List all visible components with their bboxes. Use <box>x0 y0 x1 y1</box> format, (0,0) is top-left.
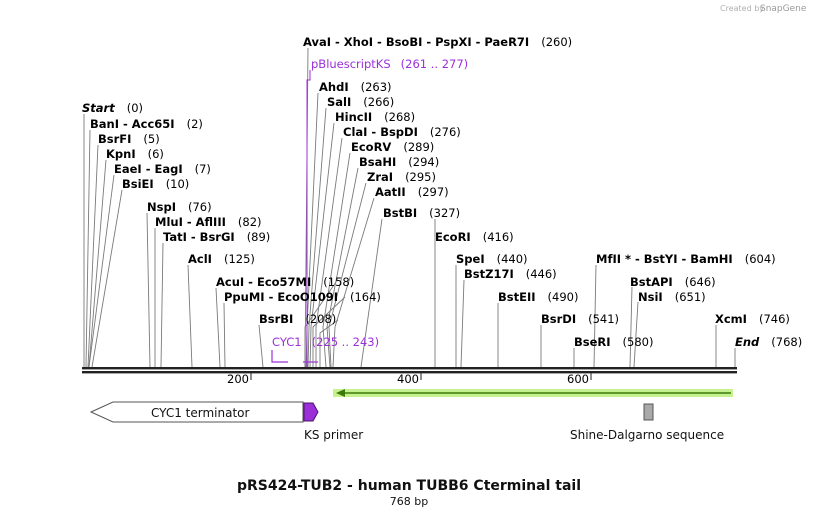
primer-brackets <box>271 70 318 367</box>
primer-labels: pBluescriptKS (261 .. 277) CYC1 (225 .. 24… <box>272 57 468 349</box>
enzyme-label[interactable]: XcmI (746) <box>715 312 790 326</box>
map-title: pRS424-TUB2 - human TUBB6 Cterminal tail <box>237 478 581 494</box>
leader-BsrBI <box>258 324 264 368</box>
cyc1-terminator-label: CYC1 terminator <box>151 406 250 420</box>
enzyme-label[interactable]: HincII (268) <box>335 110 415 124</box>
enzyme-label[interactable]: BsaHI (294) <box>359 155 439 169</box>
enzyme-labels: AvaI - XhoI - BsoBI - PspXI - PaeR7I (260… <box>82 35 802 349</box>
leader-BstAPI <box>629 286 633 368</box>
enzyme-label[interactable]: AvaI - XhoI - BsoBI - PspXI - PaeR7I (260… <box>303 35 572 49</box>
cyc1-terminator-arrow[interactable] <box>89 401 304 423</box>
enzyme-label[interactable]: BstZ17I (446) <box>464 267 557 281</box>
leader-BsrFI <box>87 144 99 368</box>
backbone-strand-bottom <box>82 371 737 374</box>
enzyme-label[interactable]: KpnI (6) <box>106 147 164 161</box>
primer-label-CYC1[interactable]: CYC1 (225 .. 243) <box>272 335 379 349</box>
enzyme-label[interactable]: SpeI (440) <box>456 252 528 266</box>
leader-EcoRV <box>322 152 351 368</box>
leader-BstBI <box>360 218 383 368</box>
enzyme-label[interactable]: BstAPI (646) <box>630 275 716 289</box>
orf-arrowhead <box>336 389 345 397</box>
leader-AcuI-pos <box>304 281 337 367</box>
enzyme-label[interactable]: BsiEI (10) <box>122 177 189 191</box>
dna-backbone <box>82 367 737 374</box>
features: CYC1 terminator KS primer Shine-Dalgarno… <box>89 389 733 442</box>
map-subtitle: 768 bp <box>390 495 428 508</box>
primer-label-pBluescriptKS[interactable]: pBluescriptKS (261 .. 277) <box>311 57 468 71</box>
primer-bracket-pBluescriptKS <box>306 70 311 367</box>
snapgene-credit: Created by SnapGene <box>720 4 807 14</box>
leader-AatII <box>332 197 375 368</box>
leader-MfII <box>593 264 597 368</box>
enzyme-label[interactable]: BsrDI (541) <box>541 312 619 326</box>
enzyme-leader-lines <box>83 47 736 368</box>
enzyme-label[interactable]: EaeI - EagI (7) <box>114 162 211 176</box>
leader-HincII <box>309 122 335 368</box>
enzyme-label-end[interactable]: End (768) <box>735 335 802 349</box>
enzyme-label[interactable]: AclI (125) <box>188 252 255 266</box>
backbone-strand-top <box>82 367 737 370</box>
ruler-label-600: 600 <box>567 372 589 386</box>
enzyme-label[interactable]: MfII * - BstYI - BamHI (604) <box>596 252 776 266</box>
leader-AcuI <box>215 287 221 368</box>
leader-KpnI <box>88 159 107 368</box>
leader-BstZ17I <box>460 279 465 368</box>
enzyme-label[interactable]: BstBI (327) <box>383 206 460 220</box>
enzyme-label[interactable]: AatII (297) <box>375 185 449 199</box>
enzyme-label[interactable]: BstEII (490) <box>498 290 578 304</box>
shine-dalgarno-box[interactable] <box>643 403 654 421</box>
ks-primer-label: KS primer <box>304 428 363 442</box>
enzyme-label[interactable]: ClaI - BspDI (276) <box>343 125 461 139</box>
ruler-label-400: 400 <box>397 372 419 386</box>
leader-BsrBI-pos <box>319 319 339 367</box>
enzyme-label[interactable]: AcuI - Eco57MI (158) <box>216 275 354 289</box>
enzyme-label[interactable]: EcoRV (289) <box>351 140 434 154</box>
leader-BanI <box>85 129 91 368</box>
snapgene-brand: SnapGene <box>760 4 807 14</box>
enzyme-label[interactable]: TatI - BsrGI (89) <box>163 230 270 244</box>
enzyme-label[interactable]: SalI (266) <box>327 95 394 109</box>
ks-primer-arrow[interactable] <box>303 402 319 422</box>
leader-EaeI <box>88 174 115 368</box>
leader-BsaHI <box>326 167 359 368</box>
enzyme-label[interactable]: AhdI (263) <box>319 80 392 94</box>
leader-TatI <box>160 242 164 368</box>
enzyme-label[interactable]: NspI (76) <box>147 200 212 214</box>
ruler: 200 400 600 <box>227 372 592 386</box>
enzyme-label[interactable]: ZraI (295) <box>367 170 436 184</box>
leader-NsiI <box>633 301 639 368</box>
enzyme-label[interactable]: BsrFI (5) <box>98 132 160 146</box>
leader-BsiEI <box>91 189 123 368</box>
enzyme-label[interactable]: EcoRI (416) <box>435 230 514 244</box>
leader-NspI <box>146 212 151 368</box>
enzyme-label[interactable]: PpuMI - EcoO109I (164) <box>224 290 381 304</box>
enzyme-label[interactable]: BsrBI (208) <box>259 312 336 326</box>
enzyme-label-start[interactable]: Start (0) <box>82 101 143 115</box>
credit-prefix: Created by <box>720 4 764 13</box>
enzyme-label[interactable]: NsiI (651) <box>638 290 706 304</box>
leader-ClaI <box>315 137 343 367</box>
enzyme-label[interactable]: BseRI (580) <box>574 335 653 349</box>
shine-dalgarno-label: Shine-Dalgarno sequence <box>570 428 724 442</box>
leader-AclI <box>187 264 193 368</box>
enzyme-label[interactable]: MluI - AflIII (82) <box>155 215 262 229</box>
enzyme-label[interactable]: BanI - Acc65I (2) <box>90 117 203 131</box>
leader-PpuMI <box>223 302 226 368</box>
ruler-label-200: 200 <box>227 372 249 386</box>
primer-bracket-CYC1 <box>271 350 288 363</box>
leader-PpuMI-pos <box>312 296 346 367</box>
leader-SalI <box>307 107 327 368</box>
